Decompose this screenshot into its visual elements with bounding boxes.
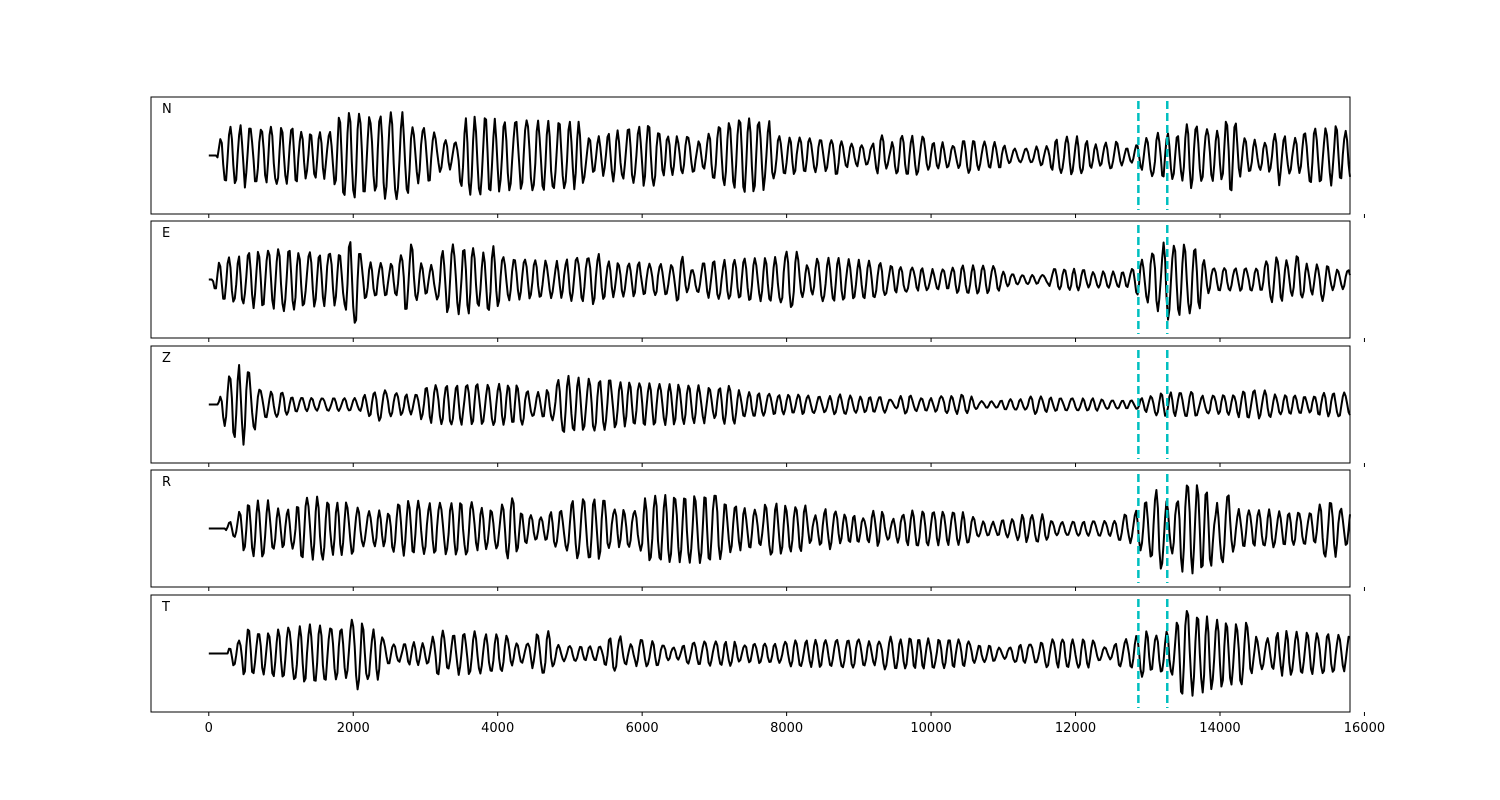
panel-frame (150, 594, 1351, 713)
waveform-trace (208, 484, 1351, 575)
panel-label: T (161, 600, 170, 615)
panels-group: N E Z R T (150, 96, 1365, 716)
waveform-trace (208, 241, 1351, 324)
x-tick-label: 8000 (770, 721, 803, 736)
x-tick-label: 2000 (337, 721, 370, 736)
panel-n: N (150, 96, 1365, 218)
x-tick-label: 6000 (626, 721, 659, 736)
panel-frame (150, 345, 1351, 464)
panel-r: R (150, 469, 1365, 591)
waveform-trace (208, 111, 1351, 201)
panel-frame (150, 469, 1351, 588)
x-tick-label: 14000 (1199, 721, 1240, 736)
x-tick-label: 16000 (1344, 721, 1385, 736)
panel-label: R (162, 475, 171, 490)
panel-e: E (150, 220, 1365, 342)
panel-label: E (162, 226, 170, 241)
panel-z: Z (150, 345, 1365, 467)
panel-label: Z (162, 351, 171, 366)
x-tick-label: 10000 (910, 721, 951, 736)
waveform-trace (208, 610, 1351, 697)
panel-frame (150, 220, 1351, 339)
waveform-trace (208, 364, 1351, 446)
panel-t: T (150, 594, 1365, 716)
panel-frame (150, 96, 1351, 215)
x-tick-label: 0 (205, 721, 213, 736)
panel-label: N (162, 102, 172, 117)
x-tick-label: 12000 (1055, 721, 1096, 736)
x-axis: 0 2000 4000 6000 8000 10000 12000 14000 16000 (205, 721, 1385, 736)
x-tick-label: 4000 (481, 721, 514, 736)
